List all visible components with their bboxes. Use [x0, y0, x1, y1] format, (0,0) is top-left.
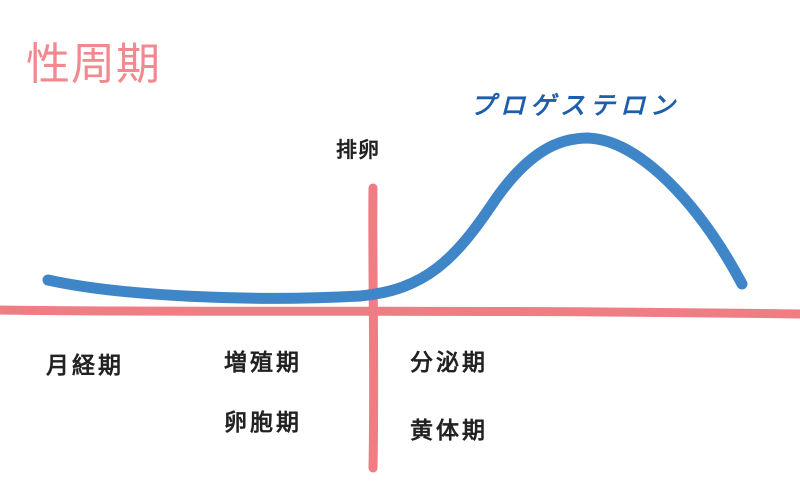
phase-label-proliferative: 増殖期 — [224, 349, 302, 376]
progesterone-curve — [42, 132, 748, 304]
phase-label-secretory: 分泌期 — [410, 349, 488, 376]
ovulation-divider-line — [368, 183, 379, 473]
ovulation-label: 排卵 — [336, 137, 380, 162]
progesterone-label: プロゲステロン — [470, 91, 681, 120]
diagram-title: 性周期 — [26, 39, 161, 90]
phase-label-follicular: 卵胞期 — [224, 409, 302, 436]
phase-label-menstrual: 月経期 — [46, 352, 124, 379]
phase-label-luteal: 黄体期 — [410, 417, 488, 444]
time-axis-line — [0, 305, 800, 319]
